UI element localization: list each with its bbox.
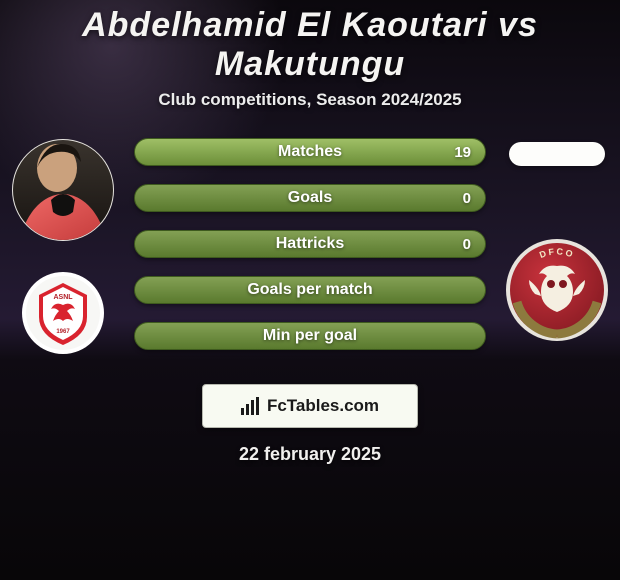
stat-label: Min per goal	[177, 327, 443, 345]
stat-label: Matches	[177, 143, 443, 161]
stat-rows: Matches19Goals0Hattricks0Goals per match…	[134, 138, 486, 350]
left-player-column: ASNL 1967	[8, 138, 118, 360]
left-club-abbrev: ASNL	[53, 294, 73, 301]
stat-label: Goals	[177, 189, 443, 207]
brand-box: FcTables.com	[202, 384, 418, 428]
stat-label: Goals per match	[177, 281, 443, 299]
left-club-year: 1967	[56, 329, 70, 335]
stat-row-4: Min per goal	[134, 322, 486, 350]
comparison-area: ASNL 1967 Matches19Goals0Hattricks0Goals…	[0, 138, 620, 360]
brand-label: FcTables.com	[267, 396, 379, 416]
stat-row-1: Goals0	[134, 184, 486, 212]
right-player-column: DFCO	[502, 138, 612, 347]
stat-right-value: 0	[443, 236, 471, 253]
date-label: 22 february 2025	[0, 444, 620, 465]
stat-label: Hattricks	[177, 235, 443, 253]
right-club-badge: DFCO	[505, 238, 609, 347]
stat-row-0: Matches19	[134, 138, 486, 166]
page-subtitle: Club competitions, Season 2024/2025	[0, 90, 620, 110]
stat-right-value: 19	[443, 144, 471, 161]
page-title: Abdelhamid El Kaoutari vs Makutungu	[0, 0, 620, 84]
left-club-badge: ASNL 1967	[21, 271, 105, 360]
bars-icon	[241, 397, 259, 415]
left-player-avatar	[11, 138, 115, 247]
right-player-pill	[509, 142, 605, 166]
stat-row-2: Hattricks0	[134, 230, 486, 258]
stat-row-3: Goals per match	[134, 276, 486, 304]
stat-right-value: 0	[443, 190, 471, 207]
